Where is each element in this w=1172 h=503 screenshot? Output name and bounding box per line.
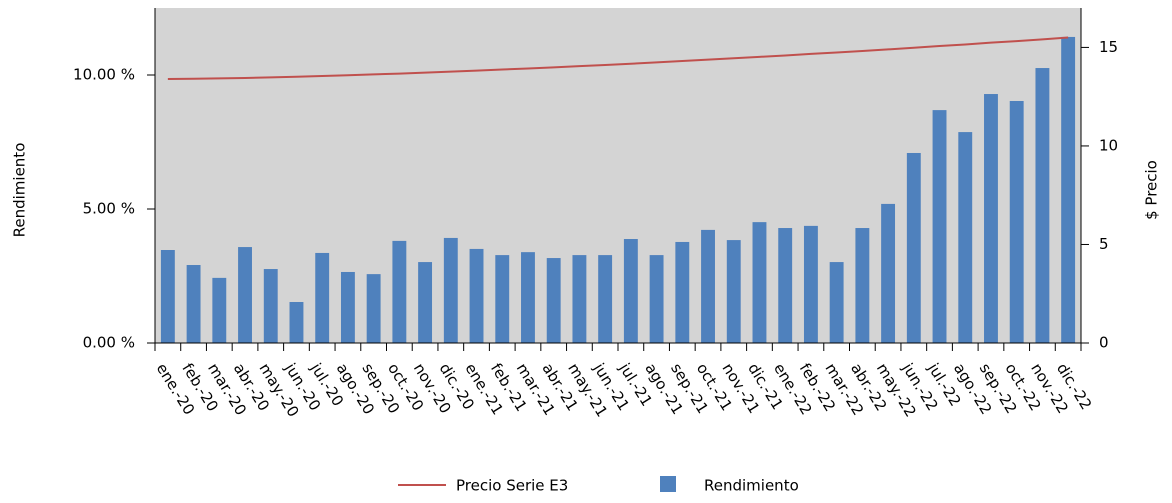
bar bbox=[984, 94, 998, 343]
bar bbox=[1009, 100, 1024, 343]
bar bbox=[366, 274, 381, 343]
bar bbox=[1035, 68, 1050, 344]
legend-label: Precio Serie E3 bbox=[456, 477, 568, 495]
bar bbox=[752, 222, 767, 343]
bar bbox=[418, 262, 433, 343]
bar bbox=[958, 132, 973, 343]
bar bbox=[315, 252, 330, 343]
bar bbox=[186, 265, 201, 343]
bar bbox=[932, 110, 947, 343]
bar bbox=[649, 255, 664, 343]
bar bbox=[675, 241, 690, 343]
bar bbox=[469, 248, 484, 343]
y2-tick-label: 5 bbox=[1099, 235, 1109, 253]
bar bbox=[598, 255, 613, 343]
y2-axis-title: $ Precio bbox=[1143, 160, 1161, 220]
bar bbox=[829, 262, 844, 343]
bar bbox=[495, 255, 510, 343]
y-tick-label: 10.00 % bbox=[73, 66, 135, 84]
y-axis-title: Rendimiento bbox=[11, 143, 29, 238]
legend-label: Rendimiento bbox=[704, 477, 799, 495]
bar bbox=[263, 269, 278, 343]
bar bbox=[726, 240, 741, 343]
y2-tick-label: 10 bbox=[1099, 136, 1118, 154]
bar bbox=[160, 250, 175, 343]
y2-tick-label: 15 bbox=[1099, 38, 1118, 56]
bar bbox=[443, 237, 458, 343]
bar bbox=[701, 229, 715, 343]
bar bbox=[572, 255, 587, 343]
bar bbox=[1061, 36, 1076, 343]
bar bbox=[803, 225, 818, 343]
legend-swatch bbox=[660, 476, 676, 492]
y2-tick-label: 0 bbox=[1099, 334, 1109, 352]
bar bbox=[392, 240, 407, 343]
bar bbox=[778, 228, 793, 343]
bar bbox=[906, 152, 921, 343]
y-tick-label: 5.00 % bbox=[83, 200, 135, 218]
bar bbox=[238, 247, 252, 343]
bar bbox=[289, 301, 304, 343]
bar bbox=[855, 228, 870, 343]
price-line bbox=[167, 36, 1069, 80]
bar bbox=[521, 252, 535, 343]
bar bbox=[623, 239, 638, 343]
bar bbox=[340, 271, 355, 343]
bar bbox=[881, 203, 896, 343]
bar bbox=[546, 258, 561, 343]
bar bbox=[212, 277, 227, 343]
y-tick-label: 0.00 % bbox=[83, 334, 135, 352]
